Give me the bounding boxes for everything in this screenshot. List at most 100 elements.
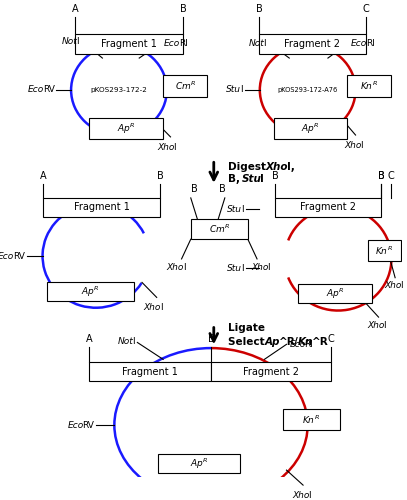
Text: B: B <box>191 184 198 194</box>
Text: ^R: ^R <box>279 336 295 346</box>
Text: B,: B, <box>228 174 243 184</box>
Text: I: I <box>263 38 265 48</box>
Text: Xho: Xho <box>384 282 401 290</box>
Text: Fragment 2: Fragment 2 <box>300 202 357 212</box>
Text: C: C <box>387 171 394 181</box>
Text: A: A <box>72 4 78 14</box>
Text: B: B <box>157 171 164 181</box>
Text: $Cm^R$: $Cm^R$ <box>209 222 230 235</box>
Text: I: I <box>132 337 135 346</box>
Text: Fragment 1: Fragment 1 <box>74 202 130 212</box>
Bar <box>44 198 160 216</box>
Text: Xho: Xho <box>252 262 269 272</box>
Text: A: A <box>40 171 47 181</box>
Text: Select: Select <box>228 336 268 346</box>
Text: $Ap^R$: $Ap^R$ <box>190 456 208 470</box>
Text: Xho: Xho <box>158 142 175 152</box>
Text: C: C <box>362 4 369 14</box>
Bar <box>163 75 207 96</box>
Text: I: I <box>183 262 186 272</box>
Text: I: I <box>308 491 311 500</box>
Text: Stu: Stu <box>227 204 242 214</box>
Text: RV: RV <box>13 252 25 260</box>
Text: $Ap^R$: $Ap^R$ <box>326 286 345 301</box>
Bar <box>47 282 133 301</box>
Text: Fragment 1: Fragment 1 <box>101 39 157 49</box>
Text: Xho: Xho <box>144 303 161 312</box>
Text: Eco: Eco <box>0 252 15 260</box>
Text: Stu: Stu <box>226 86 241 94</box>
Text: Xho: Xho <box>344 140 362 149</box>
Text: B: B <box>180 4 187 14</box>
Text: Ap: Ap <box>265 336 280 346</box>
Text: Eco: Eco <box>67 420 83 430</box>
Text: /: / <box>294 336 298 346</box>
Bar <box>283 409 340 430</box>
Text: pKOS293-172-A76: pKOS293-172-A76 <box>278 87 338 93</box>
Text: $Cm^R$: $Cm^R$ <box>175 80 196 92</box>
Bar <box>276 198 381 216</box>
Text: Fragment 2: Fragment 2 <box>243 366 299 376</box>
Text: $Kn^R$: $Kn^R$ <box>361 80 378 92</box>
Text: Ligate: Ligate <box>228 324 265 334</box>
Text: Stu: Stu <box>242 174 262 184</box>
Text: C: C <box>327 334 334 344</box>
Bar <box>191 218 248 239</box>
Text: I: I <box>76 36 79 46</box>
Text: B: B <box>208 334 214 344</box>
Text: I: I <box>260 174 264 184</box>
Text: B: B <box>272 171 279 181</box>
Text: $Kn^R$: $Kn^R$ <box>375 244 393 256</box>
Text: $Kn^R$: $Kn^R$ <box>302 413 320 426</box>
Text: RI: RI <box>366 38 375 48</box>
Text: pKOS293-172-2: pKOS293-172-2 <box>90 87 147 93</box>
Text: Fragment 2: Fragment 2 <box>284 39 340 49</box>
Bar <box>75 34 184 54</box>
Text: RI: RI <box>179 38 188 48</box>
Text: B: B <box>378 171 385 181</box>
Text: I: I <box>174 142 176 152</box>
Text: Kn: Kn <box>298 336 313 346</box>
Text: Fragment 1: Fragment 1 <box>123 366 178 376</box>
Text: I: I <box>160 303 162 312</box>
Bar <box>211 362 331 381</box>
Text: Eco: Eco <box>28 86 44 94</box>
Text: Not: Not <box>61 36 77 46</box>
Text: Eco: Eco <box>289 340 306 349</box>
Text: I: I <box>267 262 270 272</box>
Text: A: A <box>86 334 93 344</box>
Bar <box>90 118 163 139</box>
Text: I,: I, <box>287 162 295 172</box>
Bar <box>368 240 400 261</box>
Text: Not: Not <box>248 38 264 48</box>
Text: Xho: Xho <box>266 162 289 172</box>
Text: Eco: Eco <box>351 38 367 48</box>
Text: I: I <box>241 204 243 214</box>
Text: Xho: Xho <box>167 262 184 272</box>
Text: $Ap^R$: $Ap^R$ <box>301 122 320 136</box>
Text: I: I <box>361 140 363 149</box>
Text: Digest: Digest <box>228 162 269 172</box>
Bar <box>298 284 372 303</box>
Text: Xho: Xho <box>292 491 309 500</box>
Text: RV: RV <box>82 420 94 430</box>
Text: I: I <box>400 282 403 290</box>
Text: $Ap^R$: $Ap^R$ <box>81 284 100 299</box>
Text: B: B <box>219 184 225 194</box>
Text: B: B <box>256 4 262 14</box>
Bar <box>90 362 211 381</box>
Text: Stu: Stu <box>227 264 242 273</box>
Bar <box>274 118 347 139</box>
Text: B: B <box>378 171 385 181</box>
Text: I: I <box>383 321 386 330</box>
Text: Not: Not <box>118 337 133 346</box>
Text: Eco: Eco <box>164 38 180 48</box>
Text: Xho: Xho <box>368 321 385 330</box>
Text: I: I <box>241 264 243 273</box>
Bar <box>347 75 392 96</box>
Text: ^R: ^R <box>312 336 328 346</box>
Bar <box>158 454 241 473</box>
Bar <box>259 34 365 54</box>
Text: I: I <box>240 86 243 94</box>
Text: $Ap^R$: $Ap^R$ <box>117 122 136 136</box>
